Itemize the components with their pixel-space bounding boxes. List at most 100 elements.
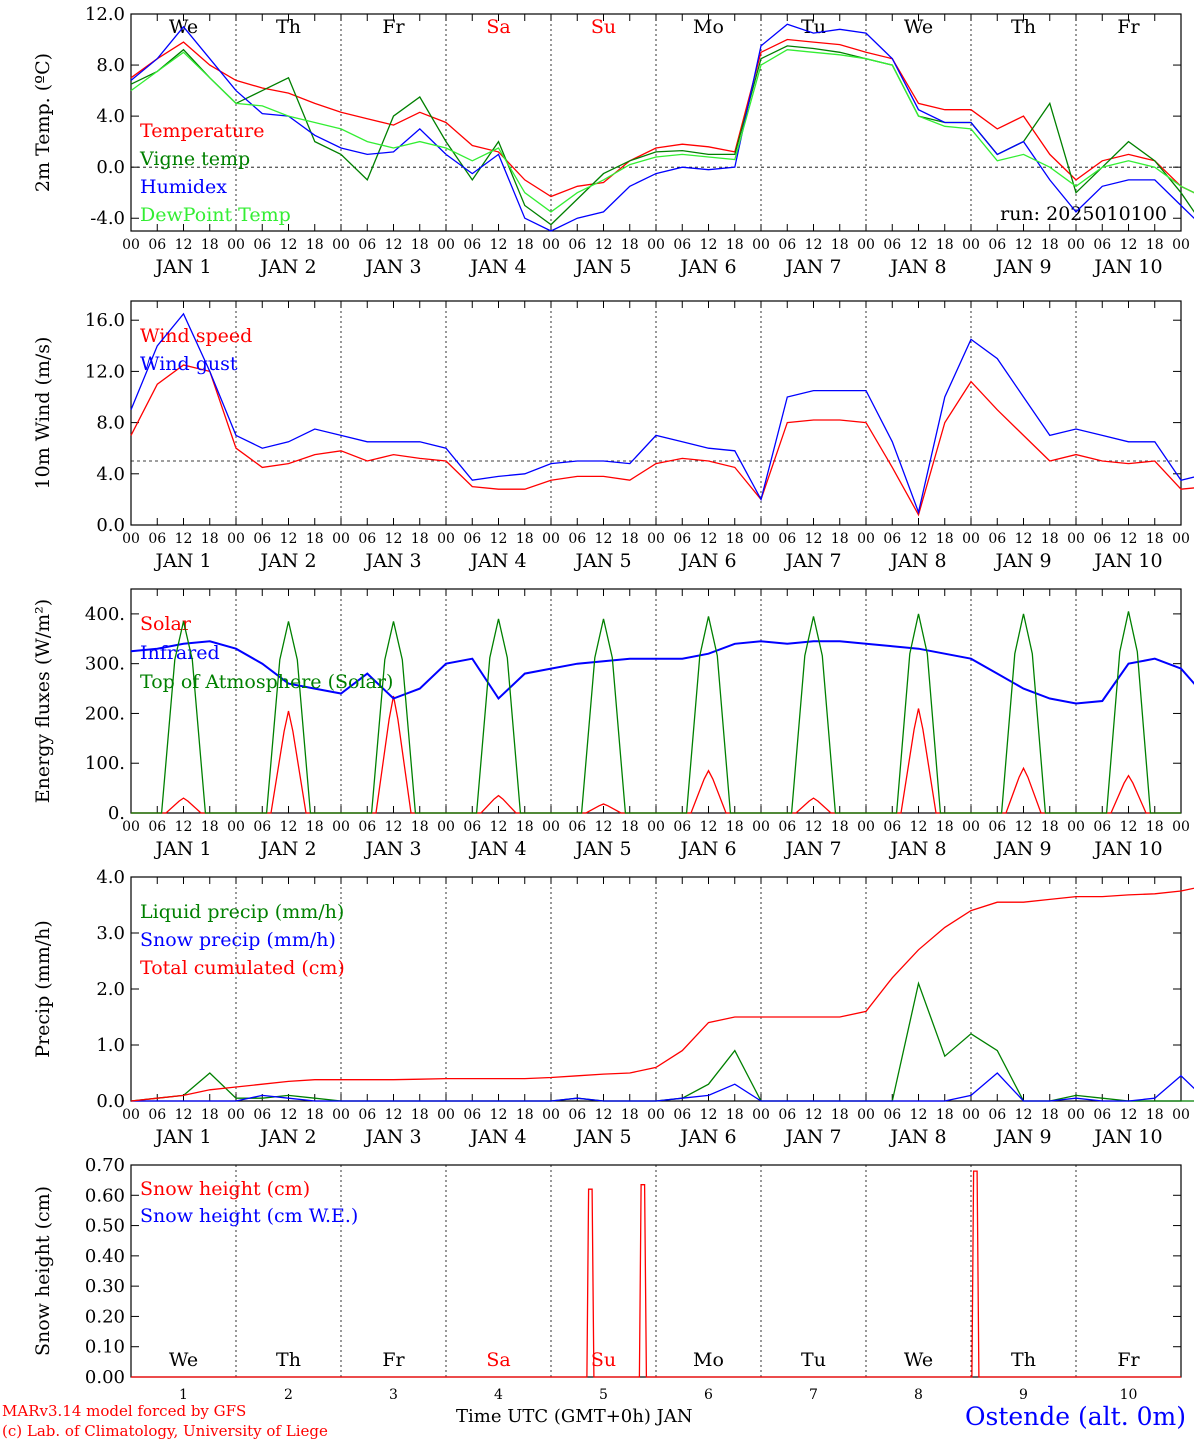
station-name: Ostende (alt. 0m) — [965, 1402, 1186, 1431]
date-label: JAN 5 — [573, 1126, 631, 1148]
x-tick-label: 18 — [201, 1107, 219, 1123]
date-label: JAN 4 — [468, 1126, 526, 1148]
x-tick-label: 06 — [883, 1107, 901, 1123]
legend-entry: Vigne temp — [139, 148, 250, 170]
panel-temperature: 12.0 8.0 4.0 0.0 -4.0 2m Temp. (ºC) 00 06 12 18 JA… — [32, 4, 1194, 278]
lab-credit: (c) Lab. of Climatology, University of L… — [2, 1422, 328, 1440]
x-tick-label: 00 — [227, 1107, 245, 1123]
x-tick-label: 18 — [726, 1107, 744, 1123]
y-tick-label: 16.0 — [85, 310, 125, 331]
y-tick-label: 100. — [85, 753, 125, 774]
x-tick-label: 18 — [936, 237, 954, 253]
y-tick-label: 0.0 — [96, 157, 125, 178]
run-annotation: run: 2025010100 — [1000, 203, 1167, 225]
x-tick-label: 18 — [411, 819, 429, 835]
legend-entry: Infrared — [140, 642, 220, 664]
x-tick-label: 06 — [778, 1107, 796, 1123]
date-label: JAN 7 — [783, 550, 841, 572]
date-label: JAN 2 — [258, 256, 316, 278]
x-tick-label: 18 — [936, 819, 954, 835]
x-tick-label: 00 — [332, 237, 350, 253]
panel-energy: 400. 300. 200. 100. 0. Energy fluxes (W/m²) 00… — [32, 588, 1194, 860]
y-axis-title: 2m Temp. (ºC) — [32, 53, 54, 192]
x-tick-label: 18 — [516, 819, 534, 835]
x-tick-label: 18 — [201, 531, 219, 547]
series-line-dewpoint-temp — [130, 49, 1194, 213]
weekday-label: Fr — [1117, 16, 1140, 38]
date-label: JAN 6 — [678, 838, 736, 860]
y-tick-label: 4.0 — [96, 464, 125, 485]
x-tick-label: 06 — [778, 237, 796, 253]
series-line-liquid-precip-mm-h- — [130, 981, 1194, 1102]
weekday-label: Th — [1011, 16, 1036, 38]
y-tick-label: -4.0 — [90, 208, 125, 229]
series-line-wind-gust — [130, 312, 1194, 515]
y-tick-label: 0.50 — [85, 1216, 125, 1237]
x-tick-label: 12 — [910, 531, 928, 547]
x-tick-label: 06 — [1093, 531, 1111, 547]
x-tick-label: 06 — [778, 531, 796, 547]
x-tick-label: 06 — [148, 531, 166, 547]
x-tick-label: 00 — [437, 531, 455, 547]
x-tick-label: 18 — [306, 531, 324, 547]
x-tick-label: 00 — [542, 819, 560, 835]
x-tick-label: 00 — [1067, 237, 1085, 253]
day-number-label: 6 — [704, 1387, 713, 1400]
x-tick-label: 00 — [1067, 531, 1085, 547]
x-tick-label: 00 — [1172, 819, 1190, 835]
x-tick-label: 18 — [516, 531, 534, 547]
legend-entry: Snow height (cm) — [140, 1178, 310, 1200]
date-label: JAN 5 — [573, 838, 631, 860]
panel-precip: 4.0 3.0 2.0 1.0 0.0 Precip (mm/h) 00 06 12 18 JAN … — [32, 867, 1194, 1148]
x-tick-label: 06 — [148, 237, 166, 253]
x-tick-label: 00 — [857, 237, 875, 253]
x-tick-label: 00 — [962, 819, 980, 835]
x-tick-label: 18 — [1146, 1107, 1164, 1123]
x-tick-label: 18 — [621, 237, 639, 253]
legend-entry: DewPoint Temp — [140, 204, 291, 226]
y-tick-label: 12.0 — [85, 4, 125, 25]
x-tick-label: 12 — [280, 237, 298, 253]
date-label: JAN 2 — [258, 550, 316, 572]
x-tick-label: 18 — [1146, 819, 1164, 835]
weekday-label: Su — [591, 16, 616, 38]
y-tick-label: 12.0 — [85, 361, 125, 382]
x-tick-label: 18 — [411, 237, 429, 253]
legend-entry: Solar — [140, 613, 192, 635]
y-tick-label: 0.0 — [96, 1091, 125, 1112]
x-tick-label: 00 — [437, 1107, 455, 1123]
x-tick-label: 00 — [1172, 531, 1190, 547]
y-tick-label: 0.00 — [85, 1367, 125, 1388]
weekday-label: Mo — [693, 16, 724, 38]
x-tick-label: 00 — [227, 531, 245, 547]
weekday-label: Th — [276, 16, 301, 38]
x-tick-label: 06 — [1093, 819, 1111, 835]
date-label: JAN 9 — [993, 838, 1051, 860]
x-tick-label: 00 — [647, 531, 665, 547]
x-tick-label: 00 — [647, 1107, 665, 1123]
x-tick-label: 06 — [253, 237, 271, 253]
y-tick-label: 8.0 — [96, 413, 125, 434]
series-line-snow-precip-mm-h- — [131, 1072, 1194, 1102]
y-tick-label: 300. — [85, 654, 125, 675]
weekday-label: We — [169, 1349, 198, 1371]
x-tick-label: 18 — [306, 819, 324, 835]
x-tick-label: 00 — [122, 819, 140, 835]
y-tick-label: 0.40 — [85, 1246, 125, 1267]
x-tick-label: 00 — [752, 237, 770, 253]
x-tick-label: 12 — [1015, 237, 1033, 253]
day-number-label: 2 — [284, 1387, 293, 1400]
legend-entry: Wind speed — [140, 325, 252, 347]
x-tick-label: 00 — [227, 237, 245, 253]
date-label: JAN 6 — [678, 1126, 736, 1148]
date-label: JAN 8 — [888, 1126, 946, 1148]
legend-entry: Wind gust — [140, 353, 238, 375]
day-number-label: 8 — [914, 1387, 923, 1400]
series-line-humidex — [130, 23, 1194, 232]
x-tick-label: 00 — [227, 819, 245, 835]
series-line-infrared — [130, 640, 1194, 705]
y-tick-label: 0.30 — [85, 1276, 125, 1297]
x-tick-label: 12 — [595, 1107, 613, 1123]
x-tick-label: 06 — [253, 819, 271, 835]
x-tick-label: 12 — [910, 237, 928, 253]
